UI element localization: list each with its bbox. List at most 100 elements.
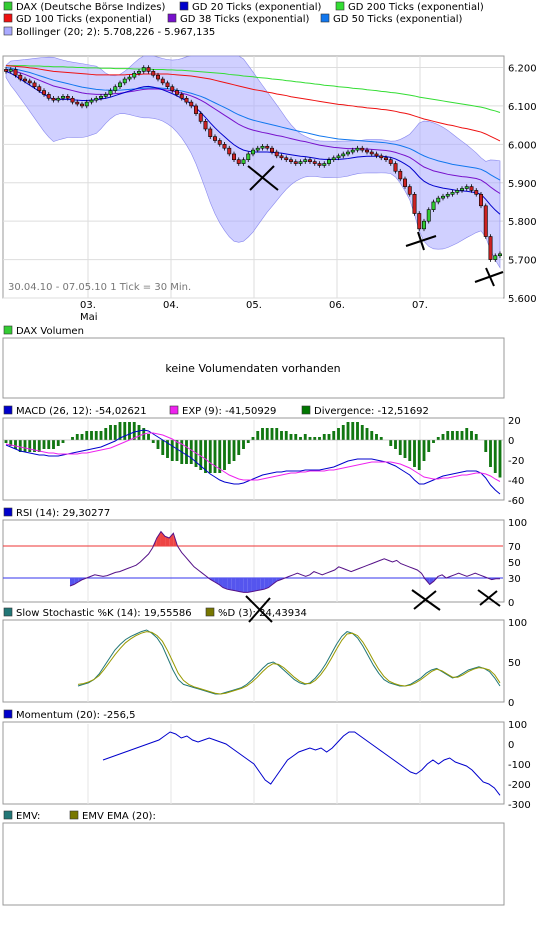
candle-body <box>84 101 89 107</box>
divergence-bar <box>460 431 464 440</box>
legend-label: EMV EMA (20): <box>82 811 156 822</box>
cross-mark-stroke <box>245 595 273 623</box>
ema-line <box>5 65 501 142</box>
rsi-overbought-fill <box>169 533 174 546</box>
divergence-bar <box>280 431 283 440</box>
cross-mark-stroke <box>249 165 275 191</box>
candle-body <box>479 193 483 207</box>
rsi-oversold-fill <box>256 578 261 591</box>
divergence-bar <box>14 440 17 449</box>
legend-label: GD 50 Ticks (exponential) <box>333 14 462 25</box>
legend-label: Divergence: -12,51692 <box>314 406 429 417</box>
divergence-bar <box>493 440 497 473</box>
candle-body <box>346 151 350 155</box>
candle-body <box>27 80 32 84</box>
y-tick-label: 0 <box>508 598 514 609</box>
legend-swatch <box>3 1 13 11</box>
candle-body <box>141 67 146 72</box>
rsi-oversold-fill <box>247 578 252 593</box>
candle-body <box>23 78 27 82</box>
candle-body <box>355 147 360 151</box>
candle-body <box>151 71 156 76</box>
candle-body <box>89 99 94 103</box>
divergence-bar <box>18 440 22 452</box>
candle-body <box>232 153 236 161</box>
candle-body <box>137 71 141 74</box>
divergence-bar <box>265 428 269 440</box>
divergence-bar <box>218 440 222 473</box>
candle-body <box>160 78 165 84</box>
y-tick-label: 100 <box>508 720 527 731</box>
candle-body <box>308 159 312 162</box>
divergence-bar <box>299 437 302 440</box>
candle-body <box>436 197 441 203</box>
candle-body <box>388 159 393 164</box>
divergence-bar <box>242 440 245 449</box>
divergence-bar <box>227 440 231 464</box>
macd-legend: MACD (26, 12): -54,02621 EXP (9): -41,509… <box>3 405 429 417</box>
divergence-bar <box>223 440 226 470</box>
candle-body <box>32 82 37 88</box>
candle-body <box>194 105 198 114</box>
legend-swatch <box>3 810 13 820</box>
candle-body <box>61 96 65 99</box>
rsi-overbought-fill <box>156 531 161 546</box>
stochastic-plot <box>77 622 501 702</box>
candle-body <box>312 161 317 164</box>
rsi-oversold-fill <box>433 578 438 582</box>
y-tick-label: 6.100 <box>508 102 537 113</box>
candle-body <box>284 157 289 161</box>
candle-body <box>179 94 184 99</box>
divergence-bar <box>332 431 336 440</box>
divergence-bar <box>451 431 454 440</box>
divergence-bar <box>147 434 150 440</box>
candle-body <box>146 67 151 72</box>
legend-swatch <box>205 607 215 617</box>
divergence-bar <box>28 440 32 452</box>
legend-swatch <box>69 810 79 820</box>
rsi-oversold-fill <box>243 578 248 593</box>
candle-body <box>246 153 251 161</box>
momentum-legend: Momentum (20): -256,5 <box>3 709 135 721</box>
series-line <box>5 432 501 482</box>
divergence-bar <box>417 440 421 470</box>
divergence-bar <box>270 428 274 440</box>
divergence-bar <box>42 440 46 449</box>
candle-body <box>322 163 327 166</box>
y-tick-label: 20 <box>508 416 521 427</box>
rsi-oversold-fill <box>429 578 434 585</box>
candle-body <box>236 159 241 164</box>
price-x-axis: 03.Mai 04. 05. 06. 07. <box>80 300 428 323</box>
candle-body <box>156 74 160 80</box>
legend-swatch <box>320 13 330 23</box>
legend-label: Momentum (20): -256,5 <box>16 710 135 721</box>
legend-swatch <box>3 26 13 36</box>
candle-body <box>417 213 422 230</box>
candle-body <box>227 147 232 155</box>
cross-mark-stroke <box>479 590 498 606</box>
candle-body <box>327 159 331 164</box>
legend-swatch <box>3 13 13 23</box>
y-tick-label: 5.600 <box>508 294 537 305</box>
divergence-bar <box>322 434 326 440</box>
candle-body <box>289 159 293 162</box>
cross-mark-stroke <box>485 267 495 287</box>
candle-body <box>213 136 217 141</box>
divergence-bar <box>256 431 260 440</box>
divergence-bar <box>375 434 378 440</box>
candle-body <box>122 78 127 84</box>
candle-body <box>222 144 227 149</box>
legend-swatch <box>167 13 177 23</box>
candle-body <box>13 69 18 76</box>
candle-body <box>431 201 436 210</box>
rsi-oversold-fill <box>70 578 75 586</box>
legend-label: GD 100 Ticks (exponential) <box>16 14 152 25</box>
divergence-bar <box>208 440 212 473</box>
legend-label: EMV: <box>16 811 40 822</box>
divergence-bar <box>251 437 255 440</box>
y-tick-label: -300 <box>508 800 531 811</box>
candle-body <box>103 94 108 97</box>
divergence-bar <box>109 425 112 440</box>
divergence-bar <box>379 437 383 440</box>
